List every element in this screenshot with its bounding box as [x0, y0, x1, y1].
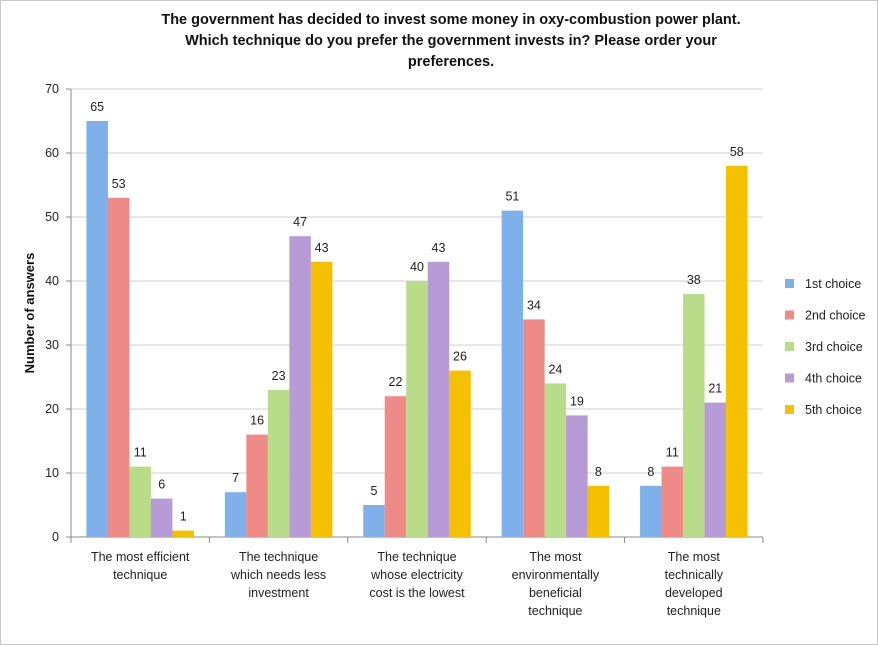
x-category-label: which needs less — [230, 568, 326, 582]
x-category-label: cost is the lowest — [369, 586, 465, 600]
legend-label: 5th choice — [805, 403, 862, 417]
bar — [406, 281, 428, 537]
legend-label: 1st choice — [805, 277, 861, 291]
y-tick-label: 20 — [45, 402, 59, 416]
y-tick-label: 40 — [45, 274, 59, 288]
bar — [310, 261, 333, 537]
data-label: 40 — [410, 260, 424, 274]
y-tick-label: 10 — [45, 466, 59, 480]
bar — [523, 319, 545, 537]
x-category-label: environmentally — [512, 568, 600, 582]
x-category-label: The technique — [239, 550, 318, 564]
x-category-label: investment — [248, 586, 309, 600]
data-label: 43 — [432, 241, 446, 255]
x-category-label: whose electricity — [370, 568, 463, 582]
x-category-label: The most — [668, 550, 721, 564]
bar — [267, 389, 290, 537]
x-category-label: technique — [113, 568, 167, 582]
y-tick-label: 70 — [45, 82, 59, 96]
legend-swatch — [785, 310, 794, 320]
data-label: 58 — [730, 145, 744, 159]
y-tick-label: 30 — [45, 338, 59, 352]
legend-label: 3rd choice — [805, 340, 863, 354]
bar — [150, 498, 173, 537]
data-label: 11 — [666, 446, 679, 460]
bar — [384, 396, 407, 537]
bar — [246, 434, 268, 537]
data-label: 23 — [272, 369, 286, 383]
data-label: 51 — [505, 190, 519, 204]
data-label: 11 — [134, 446, 147, 460]
x-category-label: technique — [528, 604, 582, 618]
data-label: 16 — [250, 414, 264, 428]
bar — [587, 485, 610, 537]
data-label: 38 — [687, 273, 701, 287]
data-label: 26 — [453, 350, 467, 364]
bar — [640, 485, 662, 537]
bar — [544, 383, 567, 537]
data-label: 7 — [232, 471, 239, 485]
x-category-label: The most — [529, 550, 582, 564]
x-category-label: technique — [667, 604, 721, 618]
legend-label: 2nd choice — [805, 309, 866, 323]
bar — [683, 293, 705, 537]
bar — [661, 466, 684, 537]
data-label: 47 — [293, 215, 307, 229]
legend-label: 4th choice — [805, 372, 862, 386]
data-label: 8 — [595, 465, 602, 479]
bar — [449, 370, 471, 537]
data-label: 53 — [112, 177, 126, 191]
legend-swatch — [785, 342, 794, 351]
y-tick-label: 50 — [45, 210, 59, 224]
chart-title-line: Which technique do you prefer the govern… — [185, 33, 717, 49]
data-label: 24 — [548, 362, 562, 376]
x-category-label: The technique — [377, 550, 456, 564]
y-axis-label: Number of answers — [22, 253, 37, 374]
chart-title-line: preferences. — [408, 54, 494, 70]
y-tick-label: 60 — [45, 146, 59, 160]
bar — [86, 121, 108, 537]
legend-swatch — [785, 373, 794, 383]
x-category-label: technically — [665, 568, 724, 582]
bar — [704, 402, 727, 537]
x-category-label: The most efficient — [91, 550, 190, 564]
bar — [363, 505, 385, 537]
data-label: 22 — [389, 375, 403, 389]
chart-title-line: The government has decided to invest som… — [161, 12, 740, 28]
bar — [289, 236, 311, 537]
bar — [566, 415, 588, 537]
data-label: 65 — [90, 100, 104, 114]
data-label: 19 — [570, 394, 584, 408]
bar — [107, 197, 130, 538]
data-label: 34 — [527, 298, 541, 312]
bar — [224, 492, 247, 537]
bar — [172, 530, 194, 537]
x-category-label: developed — [665, 586, 723, 600]
legend-swatch — [785, 279, 794, 288]
bar — [501, 210, 524, 537]
data-label: 5 — [371, 484, 378, 498]
x-category-label: beneficial — [529, 586, 582, 600]
y-tick-label: 0 — [52, 530, 59, 544]
bar — [129, 466, 151, 537]
data-label: 6 — [158, 478, 165, 492]
data-label: 43 — [315, 241, 329, 255]
bar — [726, 165, 748, 538]
data-label: 8 — [647, 465, 654, 479]
bar — [427, 261, 450, 537]
data-label: 21 — [708, 382, 722, 396]
legend-swatch — [785, 405, 794, 414]
data-label: 1 — [180, 510, 187, 524]
